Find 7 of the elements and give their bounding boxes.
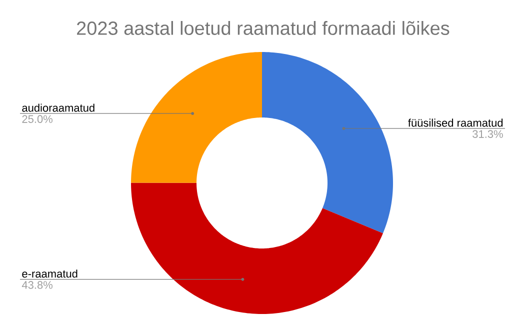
chart-title: 2023 aastal loetud raamatud formaadi lõikes [77,21,450,35]
data-label: 25.0% [22,115,52,123]
data-label: 31.3% [472,130,503,138]
data-label: 43.8% [22,281,52,289]
slice-label: füüsilised raamatud [408,118,503,127]
slice-label: audioraamatud [22,104,94,112]
slice-label: e-raamatud [22,270,78,278]
